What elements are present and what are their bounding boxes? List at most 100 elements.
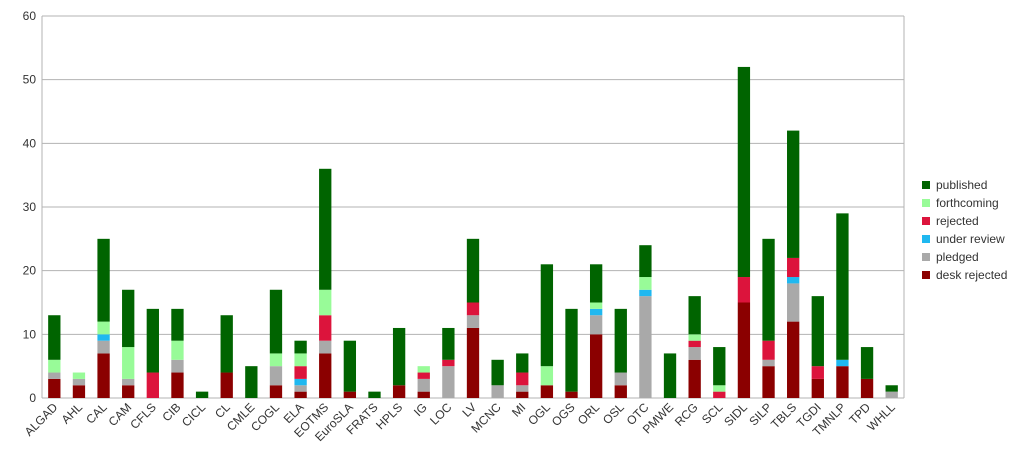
bar-OTC-published xyxy=(639,245,652,278)
legend-item-rejected: rejected xyxy=(922,212,1007,230)
bar-OTC-forthcoming xyxy=(639,277,652,290)
bar-EuroSLA-published xyxy=(343,340,357,392)
x-tick-label: CAL xyxy=(83,400,110,427)
legend-item-under-review: under review xyxy=(922,230,1007,248)
bar-ALGAD-published xyxy=(48,315,61,360)
bar-EOTMS-forthcoming xyxy=(319,289,332,316)
bar-CAM-published xyxy=(122,289,135,348)
x-tick-label: OGS xyxy=(549,400,578,429)
bar-EOTMS-published xyxy=(319,168,332,290)
legend-label: desk rejected xyxy=(936,268,1008,282)
bar-EOTMS-rejected xyxy=(319,315,332,341)
bar-SILP-rejected xyxy=(762,340,775,360)
bar-LOC-published xyxy=(442,327,455,360)
bar-IG-desk-rejected xyxy=(417,391,430,398)
bar-ORL-pledged xyxy=(589,315,603,335)
bar-OTC-under-review xyxy=(639,289,652,297)
bar-SIDL-published xyxy=(737,66,751,278)
bar-TBLS-under-review xyxy=(787,277,800,284)
bar-CAM-desk-rejected xyxy=(122,385,135,398)
x-tick-label: WHLL xyxy=(864,400,898,434)
bar-ORL-under-review xyxy=(589,308,603,316)
x-tick-label: ALGAD xyxy=(22,400,61,439)
bar-HPLS-published xyxy=(392,327,406,386)
bar-CL-desk-rejected xyxy=(220,372,233,398)
bar-CAL-pledged xyxy=(97,340,110,354)
bar-LV-pledged xyxy=(466,315,480,328)
legend: published forthcoming rejected under review… xyxy=(922,176,1007,284)
bar-SILP-desk-rejected xyxy=(762,366,775,398)
bar-WHLL-published xyxy=(885,385,898,392)
x-tick-label: COGL xyxy=(248,400,282,434)
bar-RCG-pledged xyxy=(688,347,701,360)
y-tick-label: 50 xyxy=(23,73,37,87)
bar-ELA-forthcoming xyxy=(294,353,307,367)
bar-AHL-forthcoming xyxy=(72,372,86,379)
x-tick-label: CICL xyxy=(179,400,208,429)
bar-EOTMS-desk-rejected xyxy=(319,353,332,398)
bar-CAL-published xyxy=(97,238,110,322)
x-tick-label: TBLS xyxy=(768,400,799,431)
bar-SCL-rejected xyxy=(713,391,726,398)
bar-OGL-forthcoming xyxy=(540,366,554,386)
y-tick-label: 0 xyxy=(29,391,36,405)
bar-COGL-forthcoming xyxy=(269,353,283,367)
legend-swatch xyxy=(922,181,930,189)
bar-LOC-pledged xyxy=(442,366,455,398)
bar-CIB-forthcoming xyxy=(171,340,184,360)
bar-ALGAD-desk-rejected xyxy=(48,378,61,398)
bar-EOTMS-pledged xyxy=(319,340,332,354)
legend-item-pledged: pledged xyxy=(922,248,1007,266)
legend-swatch xyxy=(922,235,930,243)
bar-TMNLP-desk-rejected xyxy=(836,366,849,398)
bar-LV-rejected xyxy=(466,302,480,316)
bar-TGDI-rejected xyxy=(811,366,824,379)
bar-MI-desk-rejected xyxy=(516,391,529,398)
bar-OGS-published xyxy=(565,308,578,392)
bar-CAL-desk-rejected xyxy=(97,353,110,398)
bar-PMWE-published xyxy=(663,353,677,398)
bar-CICL-published xyxy=(195,391,209,398)
y-tick-label: 40 xyxy=(23,136,37,150)
bar-IG-pledged xyxy=(417,378,430,392)
bar-OGS-desk-rejected xyxy=(565,391,578,398)
bar-ALGAD-pledged xyxy=(48,372,61,379)
bar-CAM-forthcoming xyxy=(122,347,135,379)
bar-IG-forthcoming xyxy=(417,366,430,373)
bar-EuroSLA-desk-rejected xyxy=(343,391,357,398)
x-tick-label: SCL xyxy=(699,400,726,427)
legend-label: published xyxy=(936,178,988,192)
bar-SIDL-rejected xyxy=(737,277,751,303)
x-tick-label: OSL xyxy=(600,400,627,427)
y-tick-labels: 0 10 20 30 40 50 60 xyxy=(23,9,37,405)
bar-LV-desk-rejected xyxy=(466,327,480,398)
x-tick-label: IG xyxy=(411,400,430,419)
bar-TBLS-rejected xyxy=(787,257,800,278)
bar-SCL-published xyxy=(713,347,726,386)
x-tick-label: LOC xyxy=(427,400,455,428)
bar-ELA-desk-rejected xyxy=(294,391,307,398)
y-tick-label: 20 xyxy=(23,264,37,278)
bar-TBLS-pledged xyxy=(787,283,800,322)
bar-COGL-desk-rejected xyxy=(269,385,283,398)
bar-CIB-published xyxy=(171,308,184,341)
legend-swatch xyxy=(922,217,930,225)
bar-TGDI-published xyxy=(811,296,824,367)
bar-MCNC-published xyxy=(491,359,504,386)
x-tick-label: AHL xyxy=(59,400,86,427)
bar-OSL-published xyxy=(614,308,627,373)
x-tick-label: CFLS xyxy=(127,400,159,432)
bar-HPLS-desk-rejected xyxy=(392,385,406,398)
x-tick-label: ORL xyxy=(575,400,603,428)
bar-CIB-pledged xyxy=(171,359,184,373)
bar-WHLL-pledged xyxy=(885,391,898,398)
bar-TBLS-published xyxy=(787,130,800,258)
x-tick-label: HPLS xyxy=(373,400,405,432)
bar-CFLS-rejected xyxy=(146,372,159,398)
bar-TPD-published xyxy=(860,347,874,379)
x-tick-label: RCG xyxy=(672,400,701,429)
x-tick-label: OGL xyxy=(525,400,553,428)
bar-CAL-forthcoming xyxy=(97,321,110,335)
bar-CIB-desk-rejected xyxy=(171,372,184,398)
